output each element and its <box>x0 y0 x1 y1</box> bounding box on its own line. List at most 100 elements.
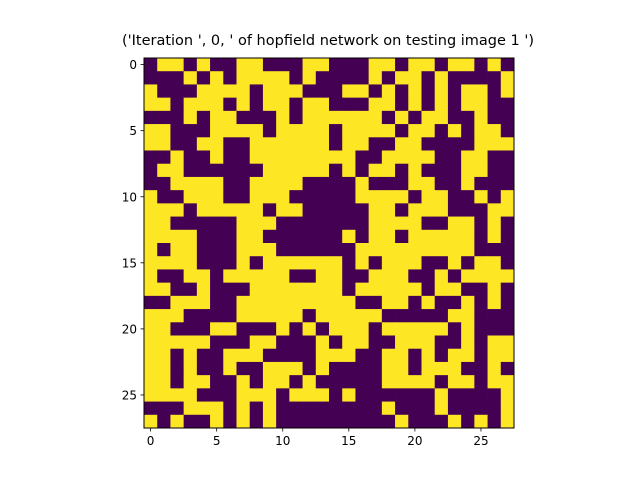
heatmap-cell <box>170 335 184 350</box>
heatmap-cell <box>302 97 317 112</box>
heatmap-cell <box>342 243 356 257</box>
heatmap-cell <box>196 150 211 165</box>
heatmap-cell <box>183 388 198 402</box>
heatmap-cell <box>315 401 330 416</box>
heatmap-cell <box>315 216 330 231</box>
heatmap-cell <box>408 176 422 191</box>
heatmap-cell <box>236 124 251 138</box>
heatmap-cell <box>157 97 171 112</box>
heatmap-cell <box>395 190 409 204</box>
heatmap-cell <box>210 348 224 363</box>
heatmap-cell <box>355 229 369 244</box>
heatmap-cell <box>434 309 449 323</box>
heatmap-cell <box>500 203 515 217</box>
heatmap-cell <box>236 203 251 217</box>
heatmap-cell <box>262 203 277 217</box>
heatmap-cell <box>183 309 198 323</box>
heatmap-cell <box>157 348 171 363</box>
heatmap-cell <box>276 150 290 165</box>
heatmap-cell <box>421 176 436 191</box>
heatmap-cell <box>500 269 515 283</box>
heatmap-cell <box>368 190 383 204</box>
heatmap-cell <box>276 124 290 138</box>
heatmap-cell <box>157 256 171 270</box>
heatmap-cell <box>447 256 462 270</box>
heatmap-cell <box>487 243 502 257</box>
heatmap-cell <box>183 322 198 336</box>
heatmap-cell <box>461 309 475 323</box>
heatmap-cell <box>144 71 158 85</box>
heatmap-cell <box>421 309 436 323</box>
heatmap-cell <box>183 110 198 125</box>
heatmap-cell <box>302 348 317 363</box>
heatmap-cell <box>342 414 356 429</box>
heatmap-cell <box>447 243 462 257</box>
heatmap-cell <box>302 190 317 204</box>
heatmap-cell <box>302 150 317 165</box>
heatmap-cell <box>500 110 515 125</box>
y-tick-label: 15 <box>122 256 137 270</box>
heatmap-cell <box>381 71 396 85</box>
heatmap-cell <box>183 190 198 204</box>
heatmap-cell <box>329 335 343 350</box>
heatmap-cell <box>183 243 198 257</box>
heatmap-cell <box>395 388 409 402</box>
heatmap-cell <box>342 361 356 376</box>
heatmap-cell <box>329 124 343 138</box>
heatmap-cell <box>289 229 303 244</box>
heatmap-cell <box>395 375 409 389</box>
heatmap-cell <box>500 401 515 416</box>
heatmap-cell <box>395 84 409 98</box>
heatmap-cell <box>315 150 330 165</box>
heatmap-cell <box>210 256 224 270</box>
heatmap-cell <box>474 414 488 429</box>
heatmap-cell <box>355 190 369 204</box>
heatmap-cell <box>329 269 343 283</box>
heatmap-cell <box>262 110 277 125</box>
x-tick-label: 5 <box>213 434 221 448</box>
heatmap-cell <box>262 388 277 402</box>
heatmap-cell <box>262 150 277 165</box>
heatmap-cell <box>487 137 502 151</box>
heatmap-cell <box>249 58 264 72</box>
heatmap-cell <box>461 335 475 350</box>
heatmap-cell <box>447 414 462 429</box>
heatmap-cell <box>355 203 369 217</box>
heatmap-cell <box>329 388 343 402</box>
heatmap-cell <box>368 295 383 310</box>
heatmap-cell <box>381 401 396 416</box>
heatmap-cell <box>408 414 422 429</box>
heatmap-cell <box>183 216 198 231</box>
heatmap-cell <box>395 163 409 178</box>
heatmap-cell <box>289 176 303 191</box>
heatmap-cell <box>183 124 198 138</box>
heatmap-cell <box>342 229 356 244</box>
heatmap-cell <box>170 375 184 389</box>
heatmap-cell <box>289 216 303 231</box>
heatmap-cell <box>223 282 237 297</box>
heatmap-cell <box>196 97 211 112</box>
heatmap-cell <box>408 375 422 389</box>
heatmap-cell <box>421 295 436 310</box>
heatmap-cell <box>236 190 251 204</box>
heatmap-cell <box>421 229 436 244</box>
heatmap-cell <box>196 124 211 138</box>
heatmap-cell <box>157 71 171 85</box>
heatmap-cell <box>262 295 277 310</box>
heatmap-cell <box>302 295 317 310</box>
heatmap-cell <box>342 282 356 297</box>
heatmap-cell <box>236 375 251 389</box>
heatmap-cell <box>368 137 383 151</box>
heatmap-cell <box>368 163 383 178</box>
heatmap-cell <box>447 71 462 85</box>
heatmap-cell <box>474 361 488 376</box>
y-tick-label: 5 <box>129 124 137 138</box>
heatmap-cell <box>183 137 198 151</box>
heatmap-cell <box>144 282 158 297</box>
y-tick-label: 20 <box>122 322 137 336</box>
y-tick-label: 25 <box>122 388 137 402</box>
heatmap-cell <box>276 361 290 376</box>
heatmap-cell <box>408 322 422 336</box>
heatmap-cell <box>474 229 488 244</box>
heatmap-cell <box>447 137 462 151</box>
